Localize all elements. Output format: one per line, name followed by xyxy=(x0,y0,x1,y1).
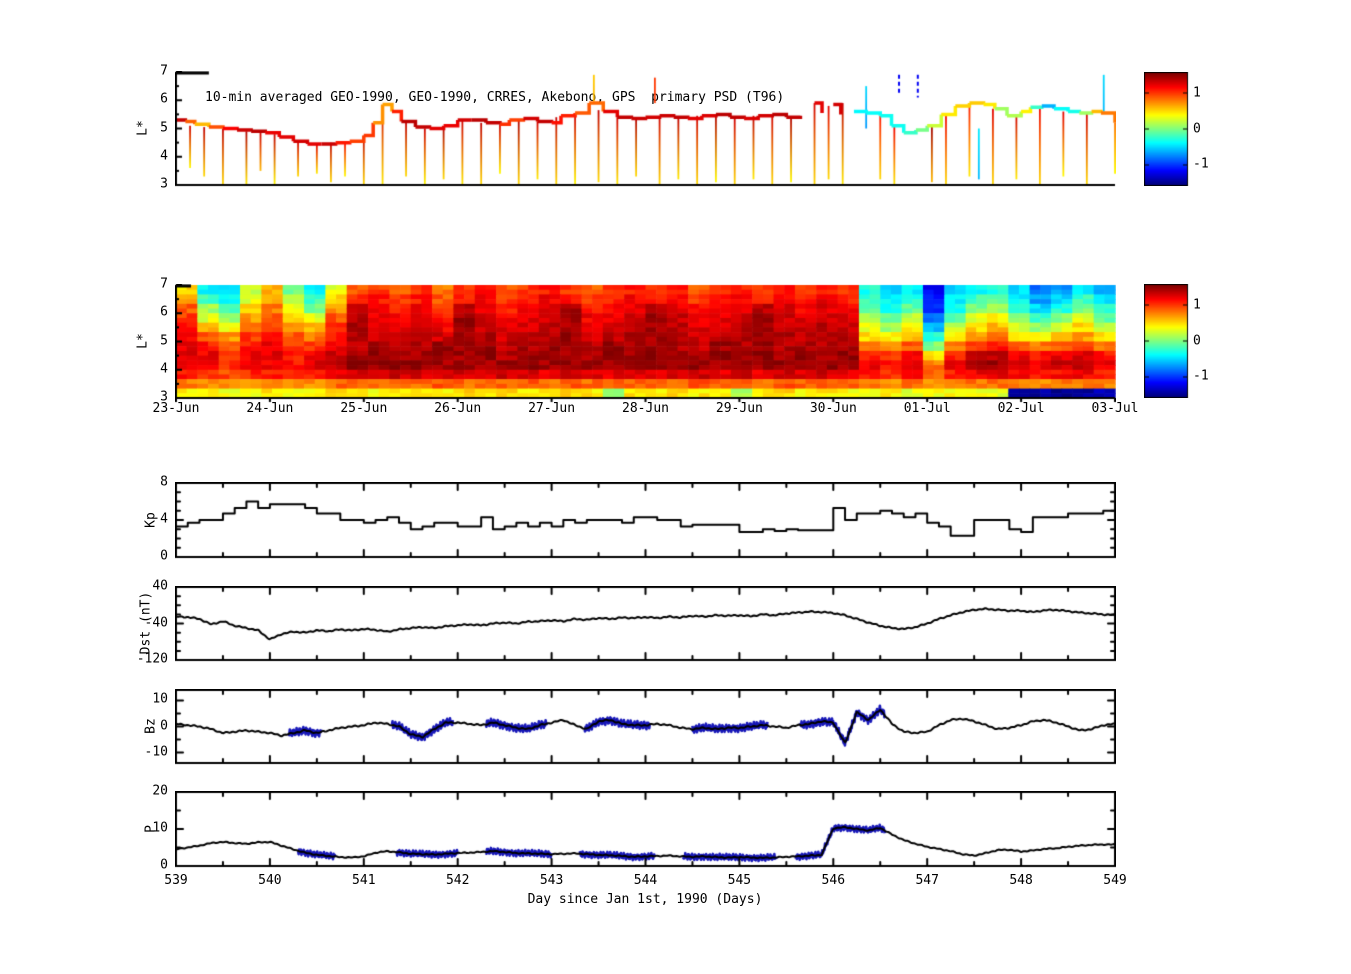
psd-heatmap-canvas xyxy=(175,284,1116,404)
bz-plot-canvas xyxy=(175,689,1116,765)
tick-label: -1 xyxy=(1193,368,1209,384)
tick-label: 25-Jun xyxy=(340,401,388,416)
tick-label: 549 xyxy=(1103,873,1127,888)
tick-label: -1 xyxy=(1193,156,1209,172)
tick-label: 8 xyxy=(160,474,168,490)
tick-label: 10 xyxy=(152,691,168,707)
tick-label: 7 xyxy=(160,276,168,292)
tick-label: -10 xyxy=(144,744,168,760)
tick-label: 545 xyxy=(727,873,752,888)
heatmap-colorbar-canvas xyxy=(1144,284,1204,398)
tick-label: 24-Jun xyxy=(246,401,294,416)
tick-label: 541 xyxy=(352,873,376,888)
tick-label: 6 xyxy=(160,304,168,320)
kp-plot-canvas xyxy=(175,482,1116,559)
tick-label: 20 xyxy=(152,783,168,799)
tick-label: 0 xyxy=(160,548,168,564)
tick-label: 01-Jul xyxy=(903,401,951,416)
tick-label: -40 xyxy=(144,615,168,630)
tick-label: 5 xyxy=(160,333,168,348)
tick-label: 548 xyxy=(1009,873,1033,888)
psd-colorbar-canvas xyxy=(1144,72,1204,186)
tick-label: 544 xyxy=(633,873,658,888)
psd-scatter-canvas xyxy=(175,71,1116,187)
tick-label: 6 xyxy=(160,91,168,107)
tick-label: 4 xyxy=(160,361,168,377)
tick-label: 3 xyxy=(160,389,168,405)
tick-label: 540 xyxy=(258,873,282,888)
tick-label: 547 xyxy=(915,873,939,888)
tick-label: 539 xyxy=(164,873,188,888)
dst-plot-canvas xyxy=(175,586,1116,662)
tick-label: 4 xyxy=(160,511,168,527)
tick-label: 0 xyxy=(1193,333,1201,348)
tick-label: 28-Jun xyxy=(622,401,669,416)
tick-label: 0 xyxy=(160,718,168,733)
tick-label: 0 xyxy=(1193,121,1201,136)
tick-label: 1 xyxy=(1193,85,1201,100)
tick-label: 27-Jun xyxy=(528,401,576,416)
tick-label: 5 xyxy=(160,120,168,135)
kp-y-axis-label: Kp xyxy=(143,512,159,528)
tick-label: 546 xyxy=(821,873,846,888)
psd-y-axis-label: L* xyxy=(135,120,151,136)
tick-label: 10 xyxy=(152,820,168,836)
tick-label: 29-Jun xyxy=(715,401,763,416)
tick-label: 4 xyxy=(160,148,168,164)
x-axis-label: Day since Jan 1st, 1990 (Days) xyxy=(527,892,763,907)
tick-label: 23-Jun xyxy=(152,401,200,416)
tick-label: 30-Jun xyxy=(809,401,857,416)
tick-label: 40 xyxy=(152,578,168,594)
tick-label: 7 xyxy=(160,63,168,79)
tick-label: -120 xyxy=(136,651,168,667)
tick-label: 26-Jun xyxy=(434,401,482,416)
tick-label: 542 xyxy=(445,873,470,888)
tick-label: 543 xyxy=(539,873,564,888)
heatmap-y-axis-label: L* xyxy=(135,333,151,349)
bz-y-axis-label: Bz xyxy=(143,718,159,734)
tick-label: 3 xyxy=(160,176,168,192)
p-plot-canvas xyxy=(175,791,1116,868)
tick-label: 03-Jul xyxy=(1091,401,1139,416)
tick-label: 1 xyxy=(1193,297,1201,312)
tick-label: 02-Jul xyxy=(997,401,1045,416)
tick-label: 0 xyxy=(160,857,168,873)
